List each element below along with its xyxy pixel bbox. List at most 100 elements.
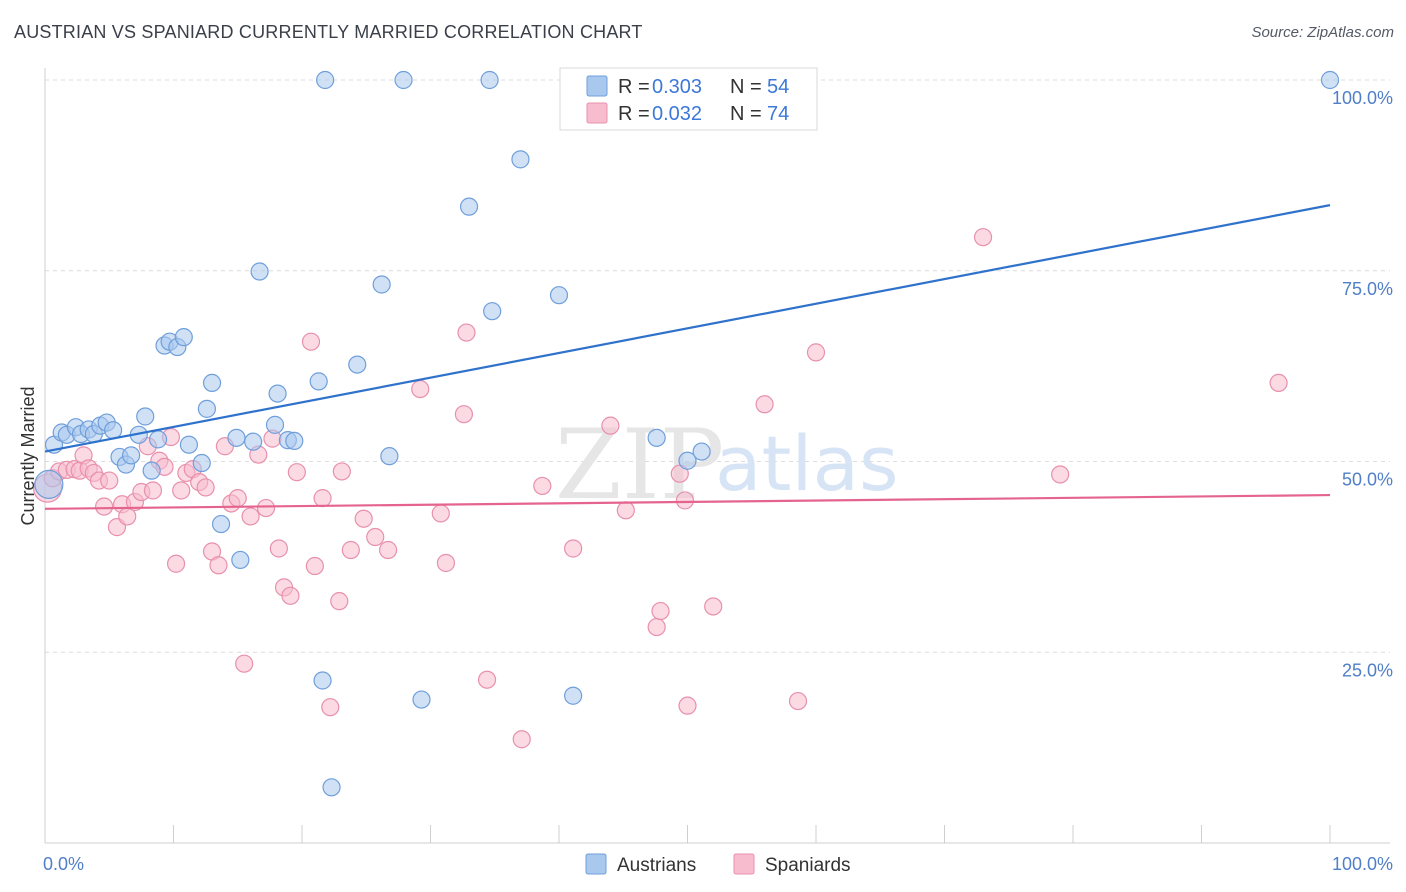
austrians-point bbox=[348, 355, 367, 374]
y-axis-label: Currently Married bbox=[18, 386, 38, 525]
legend-r-value-1: 0.303 bbox=[652, 76, 702, 98]
austrians-point bbox=[197, 399, 217, 418]
spaniards-point bbox=[457, 323, 476, 342]
austrians-point bbox=[549, 286, 569, 305]
spaniards-point bbox=[704, 597, 723, 616]
spaniards-point bbox=[228, 489, 247, 508]
spaniards-point bbox=[269, 539, 288, 558]
austrians-point bbox=[202, 373, 222, 393]
spaniards-point bbox=[678, 696, 697, 715]
spaniards-point bbox=[564, 539, 583, 558]
correlation-legend: R = 0.303 N = 54 R = 0.032 N = 74 bbox=[559, 67, 818, 131]
axes bbox=[44, 68, 1390, 844]
legend-r-label-1: R = bbox=[618, 76, 650, 98]
austrians-point bbox=[174, 328, 193, 347]
spaniards-point bbox=[166, 554, 186, 573]
spaniards-point bbox=[330, 592, 349, 611]
legend-swatch-austrians bbox=[586, 75, 608, 97]
austrians-point bbox=[394, 70, 413, 90]
y-tick-label: 50.0% bbox=[1342, 470, 1393, 490]
spaniards-point bbox=[454, 405, 474, 424]
austrians-point bbox=[322, 778, 341, 797]
spaniards-point bbox=[378, 540, 398, 560]
x-tick-labels: 0.0% 100.0% bbox=[43, 854, 1393, 874]
spaniards-point bbox=[755, 395, 774, 414]
legend-n-label-1: N = bbox=[730, 76, 762, 98]
spaniards-point bbox=[332, 462, 351, 481]
austrians-point bbox=[231, 550, 250, 570]
spaniards-point bbox=[241, 507, 260, 526]
spaniards-point bbox=[973, 228, 993, 247]
austrians-point bbox=[34, 469, 64, 499]
austrians-point bbox=[380, 447, 399, 466]
spaniards-point bbox=[209, 556, 228, 575]
y-tick-label: 75.0% bbox=[1342, 279, 1393, 299]
spaniards-point bbox=[533, 476, 552, 496]
watermark-atlas: atlas bbox=[715, 419, 899, 508]
y-tick-label: 25.0% bbox=[1342, 660, 1393, 680]
spaniards-point bbox=[1269, 373, 1288, 393]
spaniards-point bbox=[143, 481, 163, 500]
spaniards-point bbox=[196, 478, 215, 497]
austrians-point bbox=[372, 275, 391, 294]
legend-n-label-2: N = bbox=[730, 103, 762, 125]
austrians-trend-line bbox=[44, 204, 1331, 453]
austrians-point bbox=[459, 197, 479, 216]
austrians-point bbox=[678, 451, 697, 470]
austrians-point bbox=[227, 428, 246, 447]
x-tick-label: 100.0% bbox=[1332, 854, 1393, 874]
austrians-point bbox=[316, 70, 335, 90]
spaniards-point bbox=[601, 416, 620, 435]
spaniards-point bbox=[172, 481, 191, 500]
series-legend: Austrians Spaniards bbox=[585, 853, 851, 876]
spaniards-point bbox=[100, 471, 119, 490]
bottom-legend-swatch-austrians bbox=[585, 853, 607, 875]
austrians-point bbox=[148, 430, 168, 449]
grid-lines bbox=[45, 79, 1390, 653]
austrians-point bbox=[647, 428, 666, 447]
austrians-point bbox=[104, 421, 123, 440]
spaniards-trend-line bbox=[44, 493, 1331, 510]
spaniards-point bbox=[305, 556, 324, 576]
y-tick-label: 100.0% bbox=[1332, 88, 1393, 108]
austrians-point bbox=[564, 686, 583, 705]
spaniards-point bbox=[477, 670, 497, 689]
austrians-point bbox=[179, 435, 199, 454]
spaniards-point bbox=[647, 617, 666, 637]
austrians-point bbox=[268, 384, 287, 403]
chart-title: AUSTRIAN VS SPANIARD CURRENTLY MARRIED C… bbox=[14, 22, 643, 42]
austrians-point bbox=[192, 453, 211, 473]
spaniards-point bbox=[366, 527, 385, 547]
austrians-point bbox=[265, 415, 285, 434]
spaniards-point bbox=[512, 730, 531, 749]
spaniards-point bbox=[95, 497, 114, 516]
austrians-point bbox=[121, 446, 141, 465]
bottom-legend-swatch-spaniards bbox=[733, 853, 755, 875]
bottom-legend-spaniards: Spaniards bbox=[765, 855, 851, 876]
austrians-point bbox=[309, 372, 328, 391]
spaniards-point bbox=[321, 698, 340, 717]
austrians-points bbox=[34, 70, 1340, 797]
spaniards-point bbox=[281, 586, 300, 605]
austrians-point bbox=[480, 70, 499, 90]
austrians-point bbox=[244, 432, 263, 451]
legend-n-value-1: 54 bbox=[767, 76, 789, 98]
spaniards-point bbox=[235, 654, 254, 673]
spaniards-point bbox=[354, 509, 373, 528]
austrians-point bbox=[313, 671, 332, 690]
spaniards-point bbox=[675, 491, 695, 510]
austrians-point bbox=[692, 442, 711, 461]
legend-r-label-2: R = bbox=[618, 103, 650, 125]
austrians-point bbox=[1320, 70, 1340, 90]
austrians-point bbox=[142, 461, 161, 480]
austrians-point bbox=[211, 514, 231, 534]
spaniards-point bbox=[788, 691, 808, 711]
y-tick-labels: 25.0% 50.0% 75.0% 100.0% bbox=[1332, 88, 1393, 680]
spaniards-point bbox=[313, 489, 332, 508]
spaniards-point bbox=[341, 540, 360, 560]
legend-r-value-2: 0.032 bbox=[652, 103, 702, 125]
x-tick-label: 0.0% bbox=[43, 854, 84, 874]
spaniards-point bbox=[1051, 465, 1070, 484]
spaniards-point bbox=[651, 601, 670, 621]
